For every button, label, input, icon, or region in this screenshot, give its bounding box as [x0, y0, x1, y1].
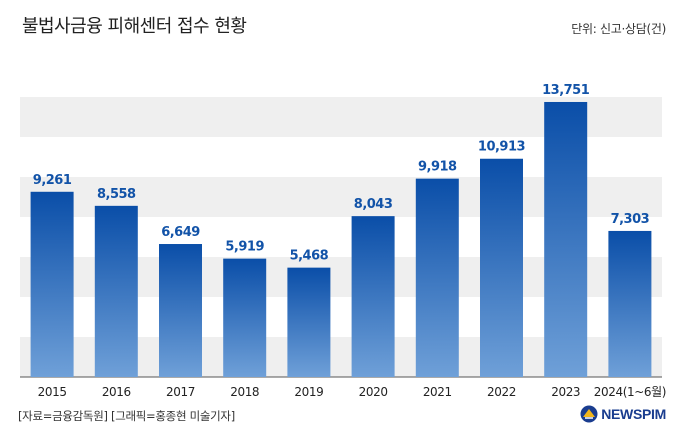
- bar-2015: [30, 191, 74, 377]
- value-label: 7,303: [611, 212, 650, 227]
- value-label: 8,558: [97, 187, 136, 202]
- bar-2023: [544, 101, 588, 377]
- value-label: 6,649: [161, 225, 200, 240]
- x-tick-label: 2019: [294, 385, 323, 399]
- x-tick-label: 2021: [423, 385, 452, 399]
- x-tick-label: 2024(1~6월): [594, 385, 666, 399]
- x-tick-label: 2020: [359, 385, 388, 399]
- bar-2021: [415, 178, 459, 377]
- x-tick-label: 2017: [166, 385, 195, 399]
- newspim-logo-icon: [580, 405, 598, 423]
- value-label: 5,919: [225, 240, 264, 255]
- bar-2022: [480, 158, 523, 377]
- value-label: 13,751: [542, 83, 590, 98]
- value-label: 9,261: [33, 173, 72, 188]
- logo-text: NEWSPIM: [601, 406, 666, 422]
- newspim-logo: NEWSPIM: [580, 405, 666, 423]
- bar-2018: [223, 258, 267, 377]
- bar-2024(1~6월): [608, 230, 652, 377]
- x-tick-label: 2022: [487, 385, 516, 399]
- x-tick-label: 2015: [38, 385, 67, 399]
- source-credit: [자료=금융감독원] [그래픽=홍종현 미술기자]: [18, 409, 235, 423]
- unit-label: 단위: 신고·상담(건): [571, 22, 666, 36]
- x-tick-label: 2023: [551, 385, 580, 399]
- bar-2017: [159, 244, 202, 377]
- x-tick-label: 2018: [230, 385, 259, 399]
- bar-2019: [287, 267, 331, 377]
- value-label: 8,043: [354, 197, 393, 212]
- bar-2016: [94, 205, 138, 377]
- value-label: 5,468: [290, 249, 329, 264]
- x-tick-label: 2016: [102, 385, 131, 399]
- chart-title: 불법사금융 피해센터 접수 현황: [22, 16, 247, 37]
- value-label: 9,918: [418, 160, 457, 175]
- value-label: 10,913: [478, 140, 526, 155]
- bar-2020: [351, 216, 395, 377]
